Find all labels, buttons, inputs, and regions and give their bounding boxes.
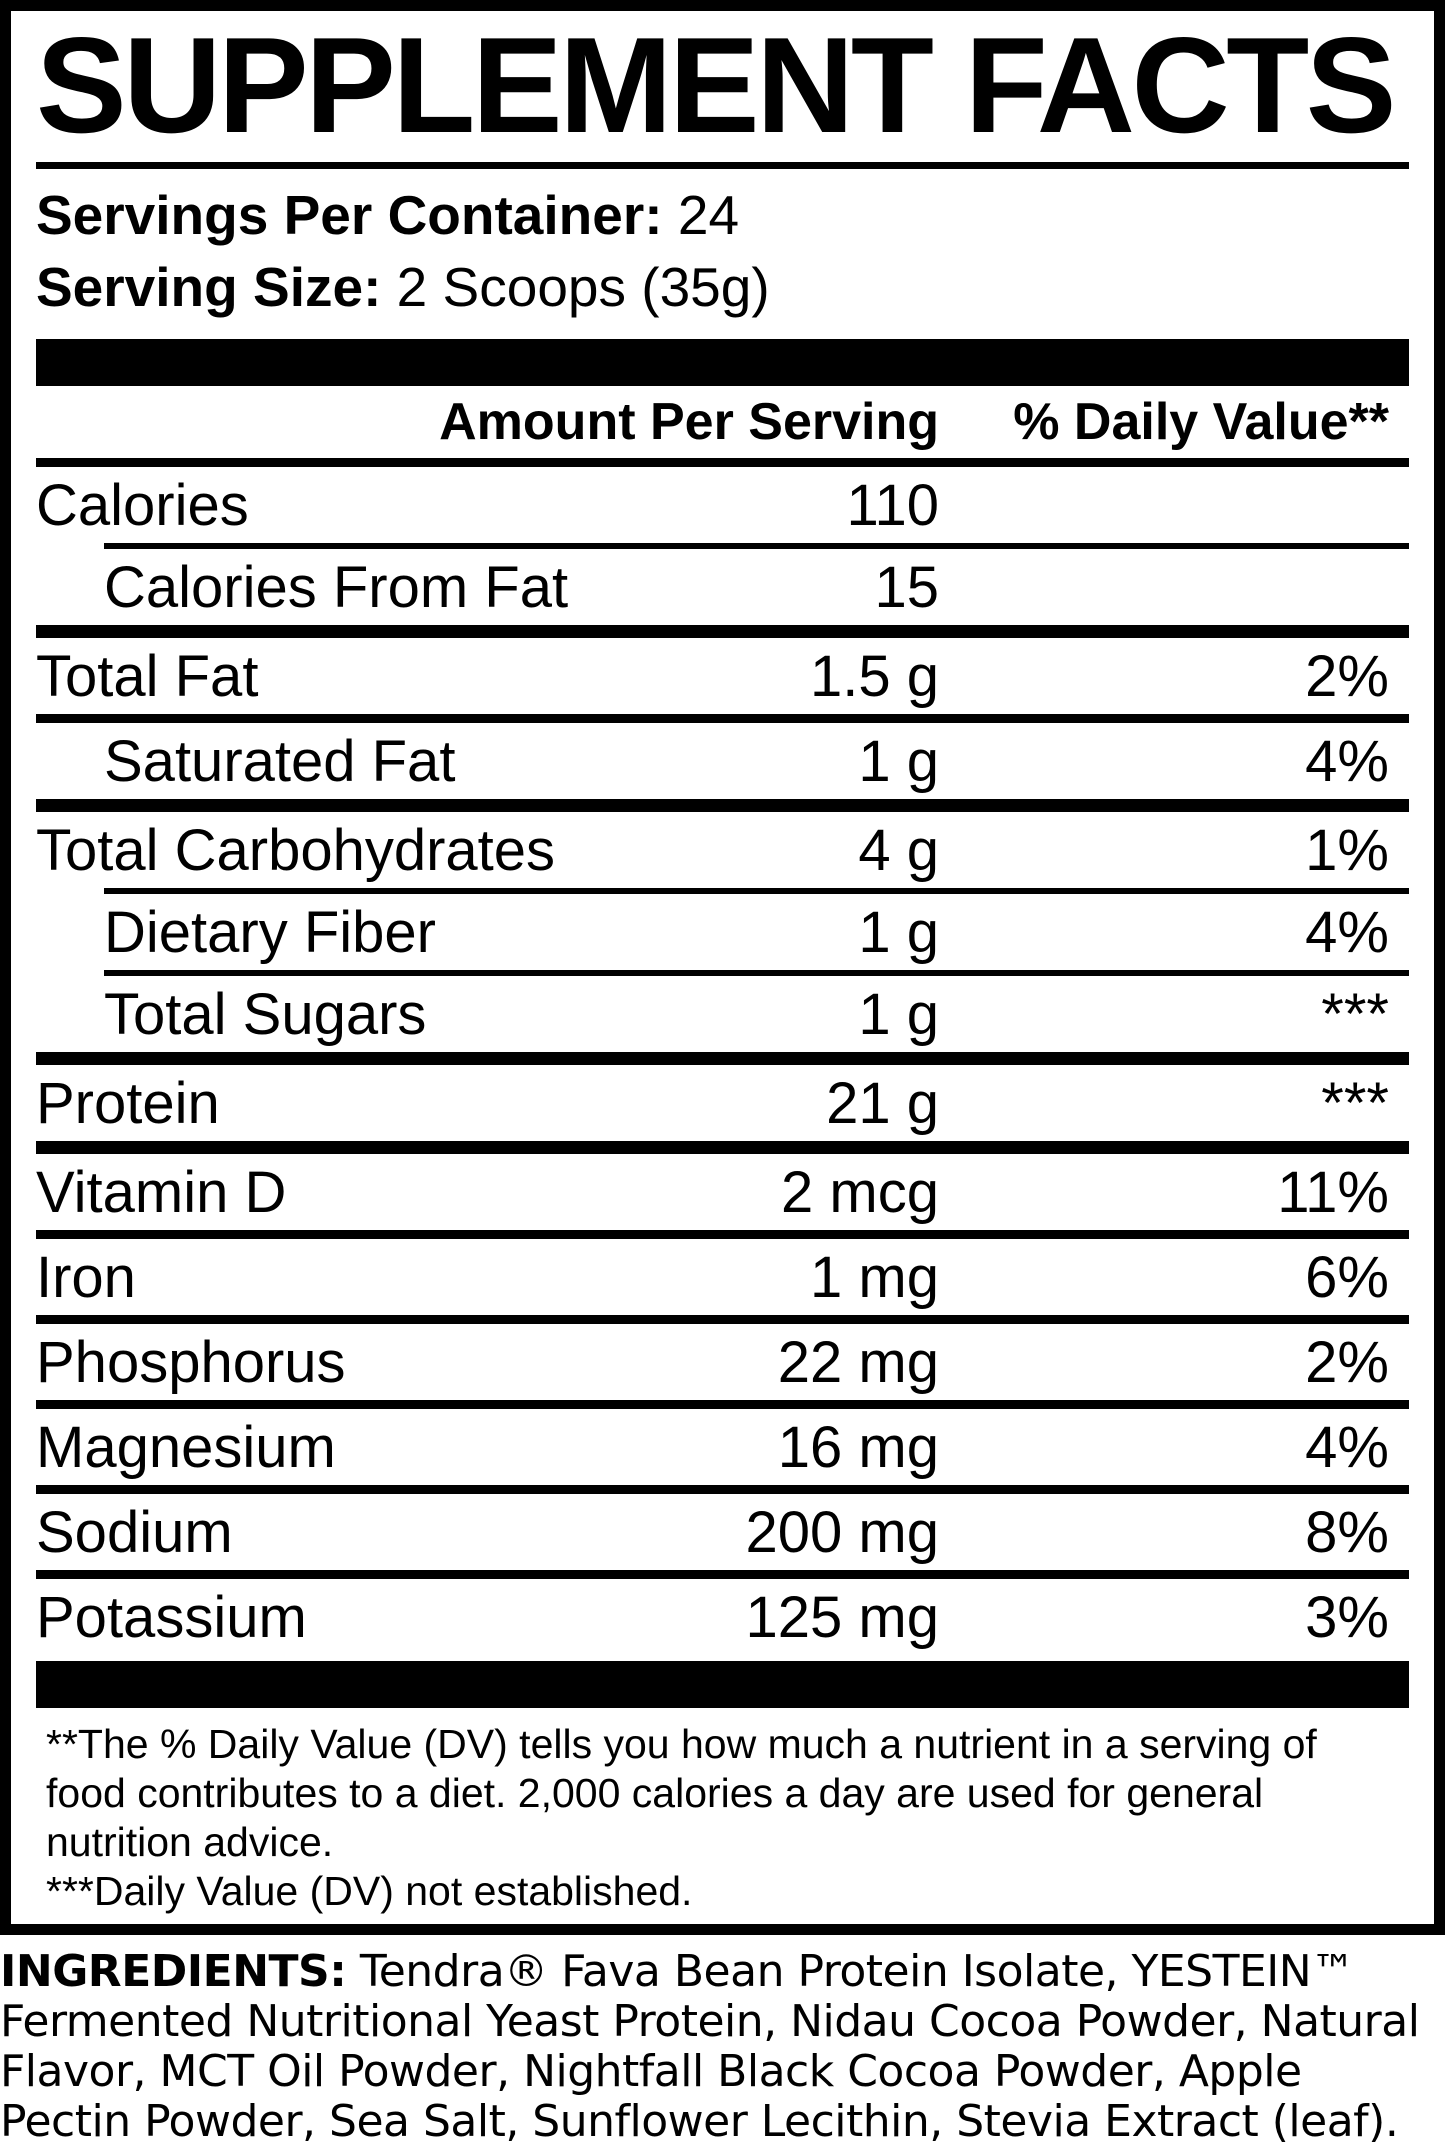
serving-size-value: 2 Scoops (35g)	[396, 256, 770, 319]
nutrient-row: Vitamin D 2 mcg 11%	[36, 1154, 1409, 1230]
nutrient-amount: 22 mg	[777, 1329, 939, 1395]
nutrient-daily-value: ***	[1321, 1070, 1389, 1136]
nutrient-amount: 1 g	[858, 728, 939, 794]
serving-size-label: Serving Size:	[36, 256, 382, 319]
nutrient-daily-value: 2%	[1305, 643, 1389, 709]
row-divider	[36, 1570, 1409, 1580]
nutrient-amount: 200 mg	[745, 1499, 939, 1565]
header-amount-per-serving: Amount Per Serving	[439, 393, 939, 452]
ingredients-section: INGREDIENTS: Tendra® Fava Bean Protein I…	[0, 1947, 1445, 2147]
row-divider	[104, 888, 1409, 895]
nutrient-row: Dietary Fiber 1 g 4%	[36, 894, 1409, 970]
nutrient-daily-value: 3%	[1305, 1584, 1389, 1650]
nutrient-daily-value: 6%	[1305, 1244, 1389, 1310]
thick-divider-bar-top	[36, 339, 1409, 387]
nutrient-daily-value: ***	[1321, 981, 1389, 1047]
nutrient-amount: 110	[846, 472, 939, 538]
nutrient-row: Total Sugars 1 g ***	[36, 976, 1409, 1052]
row-divider	[104, 543, 1409, 550]
header-daily-value: % Daily Value**	[1013, 393, 1389, 452]
row-divider	[36, 1485, 1409, 1495]
serving-size-line: Serving Size: 2 Scoops (35g)	[36, 251, 1409, 323]
nutrient-amount: 125 mg	[745, 1584, 939, 1650]
nutrient-name: Calories	[36, 472, 249, 538]
nutrient-name: Total Sugars	[104, 981, 427, 1047]
nutrient-daily-value: 4%	[1305, 728, 1389, 794]
row-divider	[36, 625, 1409, 639]
nutrient-name: Vitamin D	[36, 1159, 287, 1225]
nutrient-row: Calories From Fat 15	[36, 549, 1409, 625]
nutrient-table: Calories 110 Calories From Fat 15 Total Fat 1…	[36, 467, 1409, 1655]
nutrient-name: Potassium	[36, 1584, 307, 1650]
nutrient-row: Total Carbohydrates 4 g 1%	[36, 812, 1409, 888]
nutrient-row: Calories 110	[36, 467, 1409, 543]
nutrient-name: Protein	[36, 1070, 220, 1136]
nutrient-amount: 1 mg	[810, 1244, 939, 1310]
serving-info: Servings Per Container: 24 Serving Size:…	[36, 179, 1409, 323]
nutrient-amount: 21 g	[826, 1070, 939, 1136]
row-divider	[36, 1230, 1409, 1240]
nutrient-amount: 1 g	[858, 899, 939, 965]
row-divider	[36, 1141, 1409, 1155]
nutrient-row: Protein 21 g ***	[36, 1065, 1409, 1141]
nutrient-row: Phosphorus 22 mg 2%	[36, 1324, 1409, 1400]
nutrient-row: Potassium 125 mg 3%	[36, 1579, 1409, 1655]
nutrient-name: Total Fat	[36, 643, 259, 709]
nutrient-name: Dietary Fiber	[104, 899, 436, 965]
footnotes: **The % Daily Value (DV) tells you how m…	[36, 1720, 1409, 1916]
servings-per-container-label: Servings Per Container:	[36, 184, 663, 247]
nutrient-row: Iron 1 mg 6%	[36, 1239, 1409, 1315]
nutrient-daily-value: 4%	[1305, 899, 1389, 965]
nutrient-daily-value: 8%	[1305, 1499, 1389, 1565]
nutrient-amount: 1 g	[858, 981, 939, 1047]
nutrient-row: Magnesium 16 mg 4%	[36, 1409, 1409, 1485]
nutrient-daily-value: 2%	[1305, 1329, 1389, 1395]
nutrient-row: Saturated Fat 1 g 4%	[36, 723, 1409, 799]
nutrient-name: Iron	[36, 1244, 136, 1310]
title-divider	[36, 162, 1409, 170]
nutrient-daily-value: 11%	[1277, 1159, 1389, 1225]
servings-per-container-line: Servings Per Container: 24	[36, 179, 1409, 251]
nutrient-name: Magnesium	[36, 1414, 336, 1480]
supplement-facts-panel: SUPPLEMENT FACTS Servings Per Container:…	[0, 0, 1445, 1935]
nutrient-name: Saturated Fat	[104, 728, 456, 794]
nutrient-name: Phosphorus	[36, 1329, 346, 1395]
row-divider	[104, 970, 1409, 977]
nutrient-name: Sodium	[36, 1499, 233, 1565]
nutrient-amount: 15	[874, 554, 939, 620]
nutrient-daily-value: 4%	[1305, 1414, 1389, 1480]
row-divider	[36, 714, 1409, 724]
row-divider	[36, 1315, 1409, 1325]
panel-title: SUPPLEMENT FACTS	[36, 9, 1397, 161]
row-divider	[36, 799, 1409, 813]
nutrient-row: Total Fat 1.5 g 2%	[36, 638, 1409, 714]
nutrient-amount: 1.5 g	[810, 643, 939, 709]
nutrient-amount: 4 g	[858, 817, 939, 883]
table-header-row: Amount Per Serving % Daily Value**	[36, 386, 1409, 458]
nutrient-amount: 16 mg	[777, 1414, 939, 1480]
header-divider	[36, 458, 1409, 468]
servings-per-container-value: 24	[677, 184, 740, 247]
nutrient-name: Total Carbohydrates	[36, 817, 556, 883]
row-divider	[36, 1052, 1409, 1066]
nutrient-daily-value: 1%	[1305, 817, 1389, 883]
footnote-not-established: ***Daily Value (DV) not established.	[46, 1868, 693, 1915]
ingredients-text: Tendra® Fava Bean Protein Isolate, YESTE…	[0, 1946, 1420, 2147]
footnote-daily-value: **The % Daily Value (DV) tells you how m…	[46, 1721, 1317, 1866]
thick-divider-bar-bottom	[36, 1661, 1409, 1709]
nutrient-amount: 2 mcg	[781, 1159, 939, 1225]
nutrient-name: Calories From Fat	[104, 554, 569, 620]
row-divider	[36, 1400, 1409, 1410]
ingredients-label: INGREDIENTS:	[0, 1946, 347, 1997]
nutrient-row: Sodium 200 mg 8%	[36, 1494, 1409, 1570]
